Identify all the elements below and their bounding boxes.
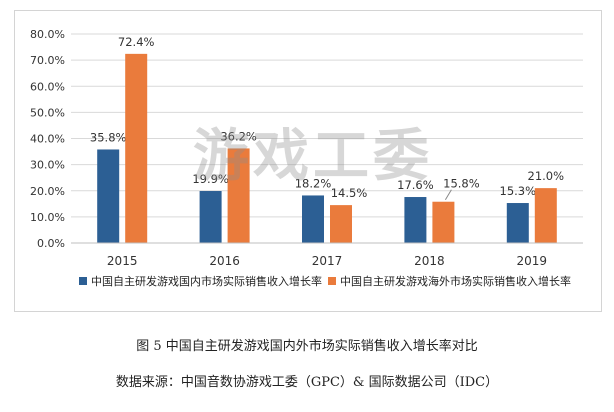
chart-panel: 0.0% 10.0% 20.0% 30.0% 40.0% 50.0% 60.0% 70.0% 8… [14, 10, 602, 312]
y-tick-label: 0.0% [37, 237, 65, 250]
y-tick-label: 20.0% [30, 185, 65, 198]
bar-domestic [302, 195, 324, 243]
bar-overseas [125, 53, 148, 244]
x-tick-label: 2018 [414, 254, 445, 268]
bar-overseas [330, 205, 352, 243]
bar-chart: 0.0% 10.0% 20.0% 30.0% 40.0% 50.0% 60.0% 70.0% 8… [30, 28, 583, 268]
x-tick-label: 2016 [209, 254, 240, 268]
bar-domestic [97, 149, 120, 243]
data-label: 72.4% [118, 35, 155, 49]
legend-label-overseas: 中国自主研发游戏海外市场实际销售收入增长率 [340, 275, 571, 288]
data-label: 14.5% [331, 186, 368, 200]
legend-swatch-overseas [328, 277, 336, 285]
legend-swatch-domestic [79, 277, 87, 285]
y-tick-label: 40.0% [30, 133, 65, 146]
y-tick-label: 10.0% [30, 211, 65, 224]
label-leader-line [444, 189, 452, 200]
data-label: 17.6% [397, 178, 434, 192]
data-label: 15.8% [443, 177, 480, 191]
data-label: 18.2% [295, 176, 332, 190]
y-tick-label: 80.0% [30, 28, 65, 41]
figure-source: 数据来源：中国音数协游戏工委（GPC）& 国际数据公司（IDC） [115, 375, 499, 390]
data-label: 15.3% [500, 184, 537, 198]
bar-domestic [199, 191, 222, 243]
x-tick-label: 2015 [107, 254, 138, 268]
legend-label-domestic: 中国自主研发游戏国内市场实际销售收入增长率 [91, 275, 322, 288]
bar-overseas [227, 148, 250, 243]
bar-domestic [404, 197, 427, 243]
bar-domestic [506, 203, 529, 243]
figure-caption: 图 5 中国自主研发游戏国内外市场实际销售收入增长率对比 [136, 339, 478, 354]
x-tick-label: 2019 [517, 254, 548, 268]
legend-item-domestic: 中国自主研发游戏国内市场实际销售收入增长率 [79, 273, 322, 289]
x-tick-label: 2017 [312, 254, 343, 268]
legend-item-overseas: 中国自主研发游戏海外市场实际销售收入增长率 [328, 273, 571, 289]
bar-overseas [432, 201, 455, 243]
y-tick-label: 50.0% [30, 106, 65, 119]
y-tick-label: 30.0% [30, 159, 65, 172]
data-label: 21.0% [528, 169, 565, 183]
bar-overseas [534, 188, 557, 243]
data-label: 36.2% [220, 129, 257, 143]
data-label: 19.9% [192, 172, 229, 186]
chart-legend: 中国自主研发游戏国内市场实际销售收入增长率 中国自主研发游戏海外市场实际销售收入… [45, 273, 605, 289]
y-tick-label: 60.0% [30, 80, 65, 93]
data-label: 35.8% [90, 130, 127, 144]
y-tick-label: 70.0% [30, 54, 65, 67]
